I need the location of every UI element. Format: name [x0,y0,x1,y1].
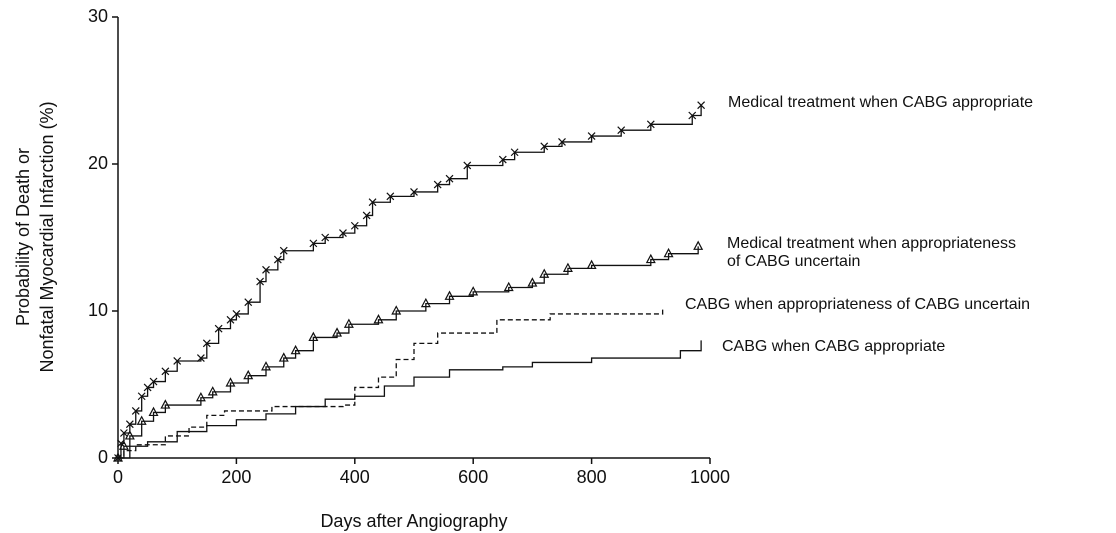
marker [688,111,697,120]
marker [498,155,507,164]
x-tick-label: 1000 [690,467,730,487]
marker [343,318,354,328]
marker [124,430,135,440]
marker [149,377,158,386]
marker [339,229,347,238]
marker [321,233,330,242]
marker [262,265,270,274]
series-line [118,105,702,459]
x-tick-label: 600 [458,467,488,487]
legend-label: Medical treatment when appropriateness o… [727,235,1017,270]
marker [226,315,235,324]
marker [540,142,549,151]
series-line [118,340,702,459]
marker [510,148,519,157]
marker [558,138,566,146]
y-tick-label: 10 [88,300,108,320]
marker [214,324,223,333]
series-line [118,306,664,459]
legend-label: CABG when appropriateness of CABG uncert… [685,296,1031,313]
marker [420,297,431,308]
marker [350,221,359,230]
marker [332,327,343,337]
marker [468,286,479,296]
x-tick-label: 200 [221,467,251,487]
y-tick-label: 0 [98,447,108,467]
marker [693,240,704,250]
marker [232,310,241,318]
marker [207,386,218,396]
y-tick-label: 20 [88,153,108,173]
marker [113,452,123,462]
marker [173,357,182,365]
marker [137,392,146,401]
marker [131,407,140,415]
marker [196,354,205,362]
marker [463,161,472,170]
legend-label: Medical treatment when CABG appropriate [728,94,1034,111]
x-tick-label: 0 [113,467,123,487]
marker [697,101,706,110]
marker [290,344,301,355]
marker [562,262,573,272]
x-tick-label: 400 [340,467,370,487]
x-tick-label: 800 [577,467,607,487]
marker [244,298,253,307]
marker [148,406,159,417]
marker [225,377,236,387]
marker [433,180,442,189]
series-line [118,246,699,459]
marker [663,247,674,258]
marker [373,314,384,324]
marker [617,126,626,135]
marker [119,429,128,437]
marker [261,361,271,371]
x-axis-label: Days after Angiography [320,511,507,531]
marker [645,253,656,264]
marker [445,174,454,183]
marker [586,259,597,270]
marker [279,246,288,255]
marker [386,192,395,201]
marker [243,369,254,380]
y-axis-label: Probability of Death or [13,148,33,326]
marker [646,120,655,129]
marker [444,290,455,300]
marker [202,339,211,348]
marker [273,255,282,264]
marker [539,268,550,278]
marker [503,281,514,292]
y-tick-label: 30 [88,6,108,26]
marker [195,391,206,402]
y-axis-label: Nonfatal Myocardial Infarction (%) [37,101,57,372]
marker [308,331,319,342]
marker [391,305,402,315]
marker [256,277,265,286]
marker [125,420,134,429]
marker [161,367,170,376]
marker [527,277,538,287]
marker [118,440,129,450]
marker [143,383,152,392]
marker [410,188,418,196]
marker [362,211,371,220]
marker [278,352,289,362]
marker [368,198,377,207]
marker [587,132,596,140]
marker [136,415,147,425]
marker [309,239,318,248]
marker [160,399,171,409]
legend-label: CABG when CABG appropriate [722,338,946,355]
